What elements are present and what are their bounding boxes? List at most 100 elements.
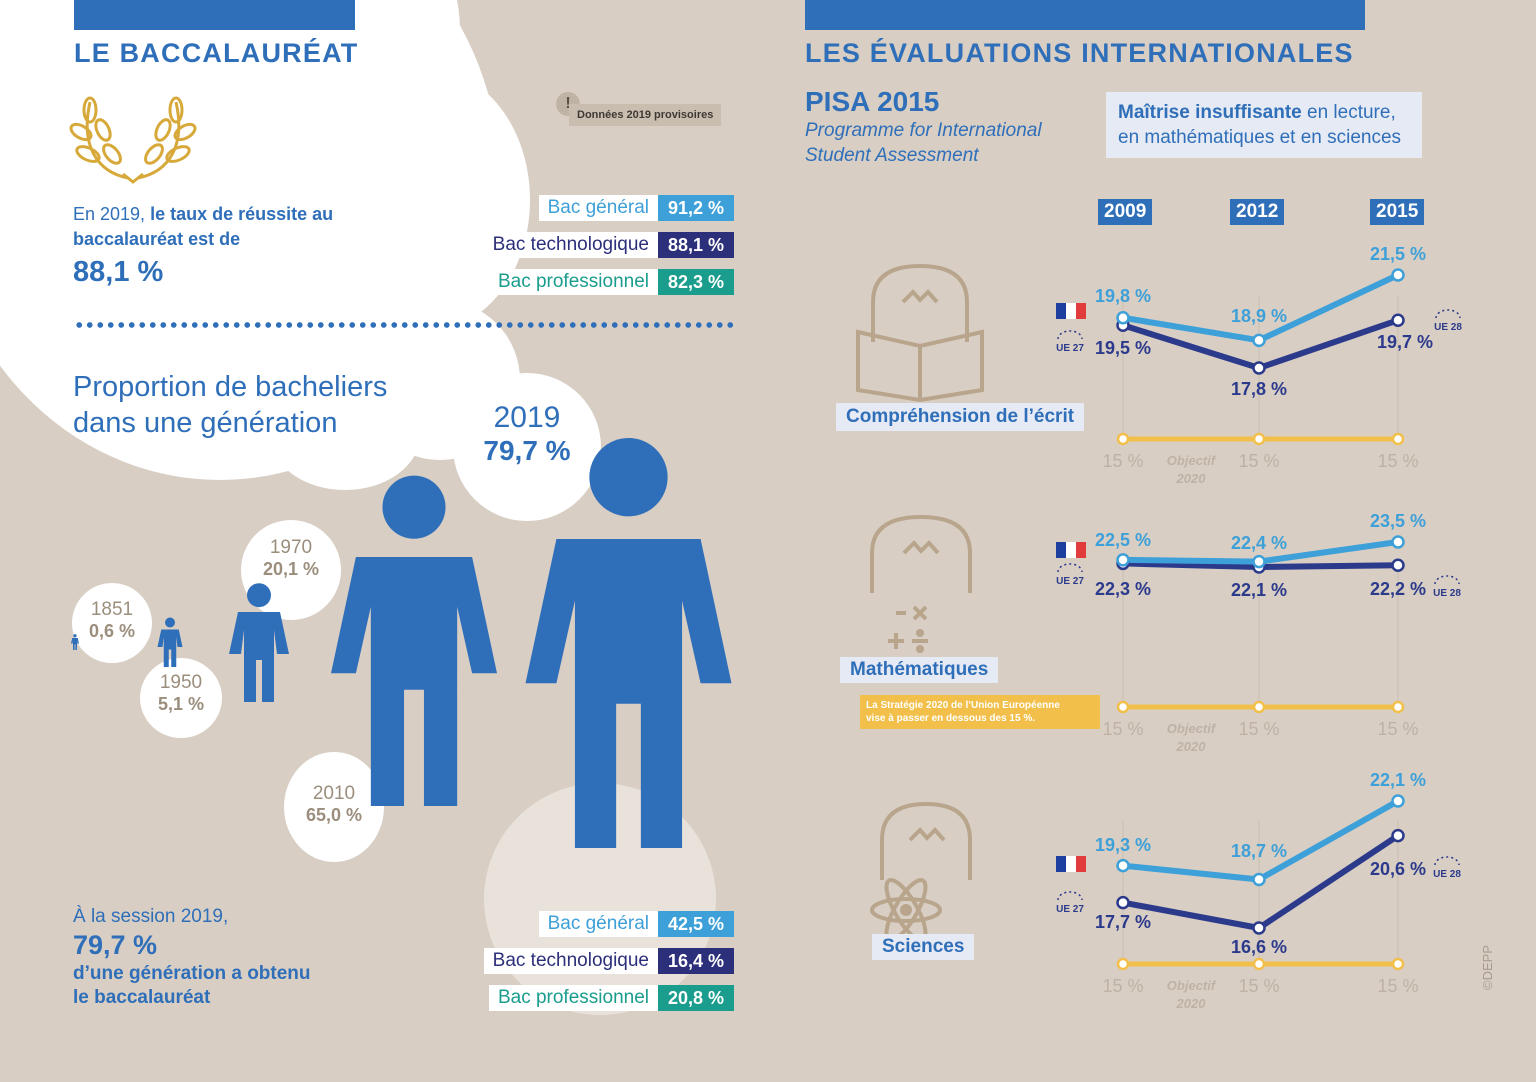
objective-point (1252, 700, 1266, 714)
objective-label: 15 % (1238, 976, 1279, 996)
objective-label: 15 % (1238, 719, 1279, 739)
strategy-note-line2: vise à passer en dessous des 15 %. (866, 713, 1035, 724)
france-data-label: 19,8 % (1095, 286, 1151, 306)
ue-data-label: 20,6 % (1370, 859, 1426, 879)
pisa-title: PISA 2015 (805, 86, 940, 117)
objective-label: 15 % (1377, 719, 1418, 739)
gen-year: 1970 (269, 537, 313, 558)
flag-icon (1076, 303, 1086, 319)
category-text: Mathématiques (850, 659, 989, 680)
rate-value: 88,1 % (658, 232, 734, 258)
france-point (1116, 310, 1130, 325)
rate-value: 91,2 % (658, 195, 734, 221)
objective-point (1391, 700, 1405, 714)
ue-data-label: 17,7 % (1095, 912, 1151, 932)
rate-value: 42,5 % (658, 911, 734, 937)
strategy-note: La Stratégie 2020 de l’Union Européenne … (860, 695, 1100, 729)
gen-value: 65,0 % (305, 805, 363, 825)
success_rates-row: Bac professionnel 82,3 % (488, 269, 734, 295)
gen-year: 2010 (312, 783, 356, 804)
eu-stars-icon (1057, 891, 1083, 901)
flag-icon (1076, 542, 1086, 558)
gen-year: 1950 (159, 672, 203, 693)
category-label-science: Sciences (872, 934, 975, 960)
ue-point (1391, 828, 1405, 843)
year-header-2009: 2009 (1098, 199, 1153, 225)
france-point (1252, 554, 1266, 569)
france-data-label: 21,5 % (1370, 244, 1426, 264)
person-2010-icon (331, 475, 497, 806)
eu-stars-icon (1057, 330, 1083, 340)
ue-data-label: 22,1 % (1231, 580, 1287, 600)
rate-label: Bac technologique (483, 948, 658, 974)
generation-bubble-2019: 2019 79,7 % (453, 373, 601, 521)
ue-point (1391, 313, 1405, 327)
section-title: LES ÉVALUATIONS INTERNATIONALES (805, 38, 1354, 68)
france-data-label: 18,9 % (1231, 306, 1287, 326)
ue-data-label: 22,2 % (1370, 579, 1426, 599)
france-point (1252, 333, 1266, 348)
objective-label: 15 % (1102, 719, 1143, 739)
person-2019-icon (525, 438, 732, 848)
flag-icon (1056, 542, 1066, 558)
objective-point (1116, 957, 1130, 971)
france-data-label: 22,1 % (1370, 770, 1426, 790)
flag-icon (1056, 303, 1066, 319)
note-label: Données 2019 provisoires (569, 104, 722, 126)
generation-bubble-1950: 1950 5,1 % (140, 658, 222, 738)
objective-point (1391, 957, 1405, 971)
intro-text: En 2019, le taux de réussite au baccalau… (73, 202, 353, 252)
france-data-label: 23,5 % (1370, 511, 1426, 531)
objective-year: 2020 (1176, 739, 1207, 754)
ue-point (1252, 921, 1266, 935)
ue27-label: UE 27 (1056, 576, 1084, 587)
objective-point (1116, 432, 1130, 446)
note-text: Données 2019 provisoires (577, 109, 714, 121)
gen-year: 2019 (493, 401, 561, 434)
gen-value: 0,6 % (88, 621, 136, 641)
france-point (1391, 535, 1405, 549)
ue27-label: UE 27 (1056, 343, 1084, 354)
france-point (1116, 553, 1130, 567)
france-data-label: 22,5 % (1095, 530, 1151, 550)
intro-value: 88,1 % (73, 256, 164, 288)
person-1950-icon (157, 617, 183, 667)
proportion-title: Proportion de bacheliers dans une généra… (73, 369, 387, 441)
proportion-title-line1: Proportion de bacheliers (73, 371, 388, 403)
objective-label: 15 % (1377, 451, 1418, 471)
success_rates-row: Bac général 91,2 % (538, 195, 734, 221)
copyright: ©DEPP (1480, 945, 1495, 990)
rate-value: 16,4 % (658, 948, 734, 974)
objective-point (1252, 432, 1266, 446)
generation_rates-row: Bac général 42,5 % (538, 911, 734, 937)
category-label-math: Mathématiques (840, 657, 999, 683)
flag-icon (1056, 856, 1066, 872)
france-data-label: 18,7 % (1231, 841, 1287, 861)
laurel-icon (69, 96, 197, 184)
reader-icon (856, 263, 984, 402)
person-1851-icon (71, 634, 79, 650)
objective-label: 15 % (1238, 451, 1279, 471)
objective-word: Objectif (1167, 978, 1217, 993)
eu-stars-icon (1057, 563, 1083, 573)
rate-label: Bac professionnel (488, 985, 658, 1011)
person-1970-icon (229, 583, 289, 702)
france-point (1391, 794, 1405, 808)
ue-point (1116, 895, 1130, 910)
gen-year: 1851 (90, 599, 134, 620)
ue-point (1252, 361, 1266, 375)
ue-data-label: 16,6 % (1231, 937, 1287, 957)
generation_rates-row: Bac technologique 16,4 % (483, 948, 734, 974)
section-header-bar (74, 0, 355, 30)
ue-data-label: 19,7 % (1377, 332, 1433, 352)
legend-rest-2: en mathématiques et en sciences (1118, 127, 1402, 148)
ue28-label: UE 28 (1434, 322, 1462, 333)
objective-point (1252, 957, 1266, 971)
cloud-bg (270, 380, 420, 490)
legend-box: Maîtrise insuffisante en lecture, en mat… (1106, 92, 1422, 158)
ue-data-label: 19,5 % (1095, 338, 1151, 358)
ue28-label: UE 28 (1433, 588, 1461, 599)
year-header-2015: 2015 (1370, 199, 1425, 225)
rate-label: Bac professionnel (488, 269, 658, 295)
